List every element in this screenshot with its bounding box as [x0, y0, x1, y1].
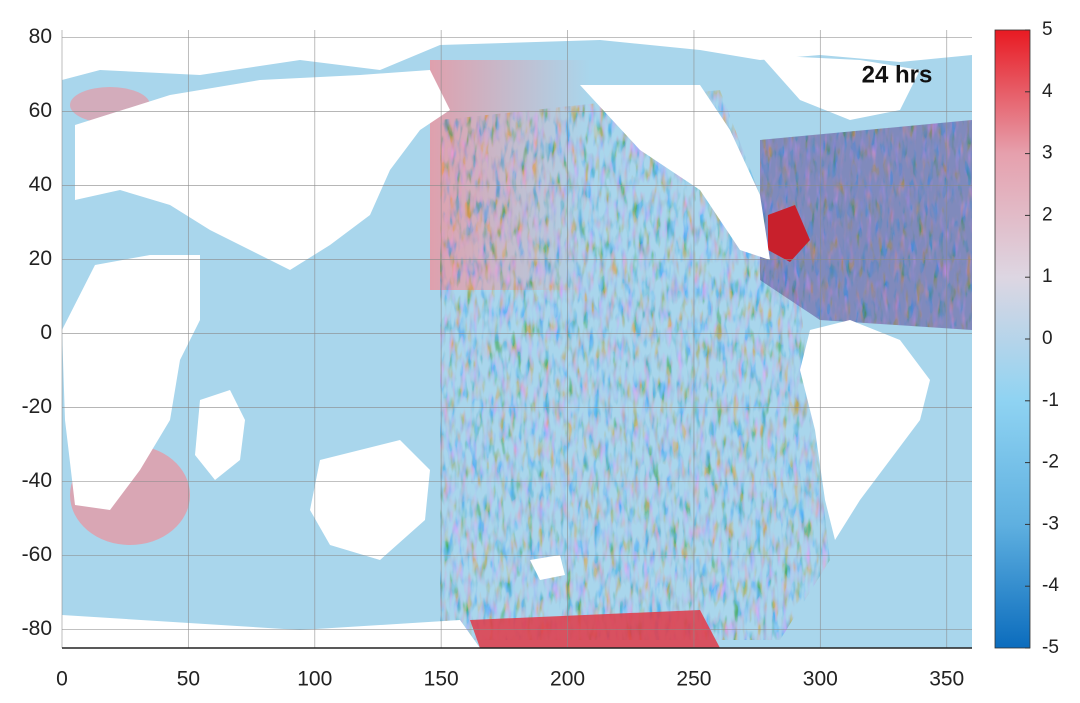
colorbar-tick-label: 0 — [1042, 328, 1053, 349]
colorbar-tick-label: 4 — [1042, 81, 1053, 102]
colorbar-tick-label: 3 — [1042, 143, 1053, 164]
y-tick-label: 60 — [29, 99, 52, 122]
x-tick-label: 300 — [803, 668, 838, 691]
land — [530, 555, 565, 580]
colorbar-tick-label: 1 — [1042, 266, 1053, 287]
land — [800, 320, 930, 540]
y-tick-label: 80 — [29, 25, 52, 48]
land — [310, 440, 430, 560]
land — [580, 85, 770, 260]
y-tick-label: -20 — [22, 395, 52, 418]
y-tick-label: 20 — [29, 247, 52, 270]
land — [195, 390, 245, 480]
colorbar-tick-label: 2 — [1042, 204, 1053, 225]
colorbar-tick-label: -4 — [1042, 575, 1059, 596]
x-tick-label: 250 — [676, 668, 711, 691]
y-tick-label: 40 — [29, 173, 52, 196]
x-tick-label: 350 — [929, 668, 964, 691]
colorbar — [994, 29, 1031, 649]
land — [760, 55, 920, 120]
land — [75, 70, 450, 270]
x-tick-label: 100 — [297, 668, 332, 691]
y-tick-label: -60 — [22, 543, 52, 566]
colorbar-tick-label: -5 — [1042, 637, 1059, 658]
field-patch — [768, 205, 810, 262]
colorbar-tick-label: 5 — [1042, 19, 1053, 40]
annotation: 24 hrs — [862, 61, 933, 88]
land — [62, 615, 480, 648]
land — [62, 30, 972, 80]
axes — [61, 30, 972, 649]
colorbar-tick-label: -2 — [1042, 452, 1059, 473]
x-tick-label: 50 — [177, 668, 200, 691]
land — [62, 255, 200, 510]
field-texture — [760, 120, 972, 330]
colorbar-tick-label: -3 — [1042, 513, 1059, 534]
x-tick-label: 200 — [550, 668, 585, 691]
field-patch — [470, 610, 720, 648]
x-tick-label: 0 — [56, 668, 68, 691]
x-tick-label: 150 — [424, 668, 459, 691]
y-tick-label: -80 — [22, 617, 52, 640]
y-tick-label: 0 — [40, 321, 52, 344]
y-tick-label: -40 — [22, 469, 52, 492]
colorbar-tick-label: -1 — [1042, 390, 1059, 411]
